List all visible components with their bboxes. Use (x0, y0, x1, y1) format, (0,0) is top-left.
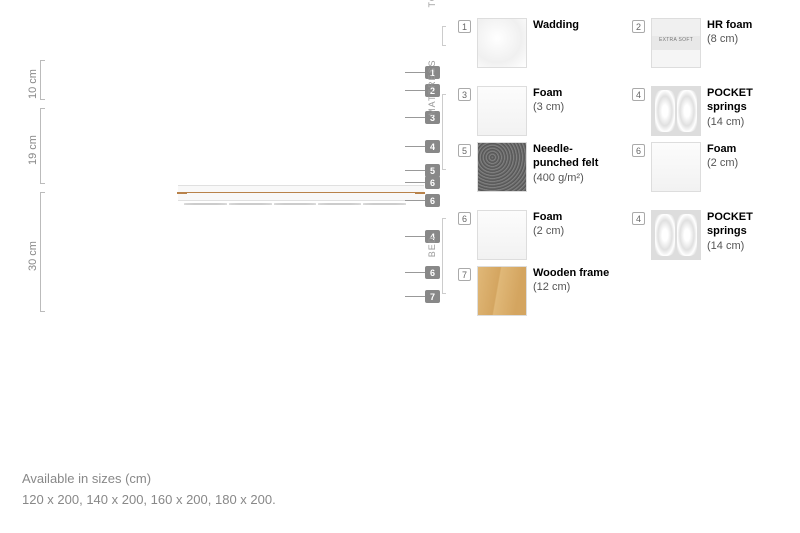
legend-item: 6 Foam(2 cm) (632, 142, 790, 192)
section-label: BED (427, 236, 437, 258)
item-number: 3 (458, 88, 471, 101)
dim-mid-bracket (40, 108, 45, 184)
section-label: MATTRESS (427, 59, 437, 115)
item-number: 6 (458, 212, 471, 225)
callout-4: 4 (425, 140, 440, 153)
item-text: Foam(3 cm) (533, 86, 564, 115)
dim-top-bracket (40, 60, 45, 100)
swatch-wadding (477, 18, 527, 68)
section-bracket (442, 26, 446, 46)
item-number: 4 (632, 212, 645, 225)
item-text: POCKET springs(14 cm) (707, 210, 790, 253)
item-number: 7 (458, 268, 471, 281)
item-text: Foam(2 cm) (707, 142, 738, 171)
mattress-layer: 3 4 5 6 (55, 108, 425, 184)
callout-6c: 6 (425, 266, 440, 279)
footer: Available in sizes (cm) 120 x 200, 140 x… (22, 469, 276, 511)
legend-section: TOP MATTRESS1Wadding2HR foam(8 cm) (440, 18, 790, 68)
dim-bot-label: 30 cm (27, 241, 39, 271)
top-mattress-layer: 1 2 (55, 60, 425, 100)
legend-item: 5 Needle-punched felt(400 g/m²) (458, 142, 616, 192)
callout-7: 7 (425, 290, 440, 303)
swatch-hrfoam (651, 18, 701, 68)
item-number: 2 (632, 20, 645, 33)
bed-layer: 6 4 6 7 (55, 192, 425, 312)
swatch-pocket (651, 86, 701, 136)
section-bracket (442, 218, 446, 294)
footer-line2: 120 x 200, 140 x 200, 160 x 200, 180 x 2… (22, 490, 276, 511)
section-items: 1 Wadding 2 HR foam(8 cm) (458, 18, 790, 68)
legend-section: MATTRESS3Foam(3 cm)4POCKET springs(14 cm… (440, 86, 790, 192)
section-label: TOP MATTRESS (427, 0, 437, 7)
legend-item: 3 Foam(3 cm) (458, 86, 616, 136)
legend-section: BED6Foam(2 cm)4POCKET springs(14 cm)7Woo… (440, 210, 790, 316)
item-number: 1 (458, 20, 471, 33)
legend-item: 1 Wadding (458, 18, 616, 68)
section-items: 3 Foam(3 cm) 4 POCKET springs(14 cm) 5 Needle… (458, 86, 790, 192)
swatch-wood (477, 266, 527, 316)
item-text: HR foam(8 cm) (707, 18, 752, 47)
item-number: 4 (632, 88, 645, 101)
section-bracket (442, 94, 446, 170)
item-text: Needle-punched felt(400 g/m²) (533, 142, 616, 185)
legend-item: 6 Foam(2 cm) (458, 210, 616, 260)
swatch-foam (651, 142, 701, 192)
legend-item: 4 POCKET springs(14 cm) (632, 86, 790, 136)
swatch-foam (477, 210, 527, 260)
section-items: 6 Foam(2 cm) 4 POCKET springs(14 cm) 7 Wooden… (458, 210, 790, 316)
item-number: 5 (458, 144, 471, 157)
cross-section-diagram: 1 2 3 4 5 6 6 (55, 60, 425, 320)
item-text: POCKET springs(14 cm) (707, 86, 790, 129)
dim-mid-label: 19 cm (27, 135, 39, 165)
dim-bot-bracket (40, 192, 45, 312)
legend: TOP MATTRESS1Wadding2HR foam(8 cm)MATTRE… (440, 18, 790, 334)
item-text: Wadding (533, 18, 579, 32)
dim-top-label: 10 cm (27, 69, 39, 99)
item-number: 6 (632, 144, 645, 157)
item-text: Foam(2 cm) (533, 210, 564, 239)
swatch-pocket (651, 210, 701, 260)
legend-item: 2 HR foam(8 cm) (632, 18, 790, 68)
item-text: Wooden frame(12 cm) (533, 266, 609, 295)
legend-item: 4 POCKET springs(14 cm) (632, 210, 790, 260)
callout-6a: 6 (425, 176, 440, 189)
swatch-felt (477, 142, 527, 192)
footer-line1: Available in sizes (cm) (22, 469, 276, 490)
swatch-foam (477, 86, 527, 136)
legend-item: 7 Wooden frame(12 cm) (458, 266, 616, 316)
callout-6b: 6 (425, 194, 440, 207)
